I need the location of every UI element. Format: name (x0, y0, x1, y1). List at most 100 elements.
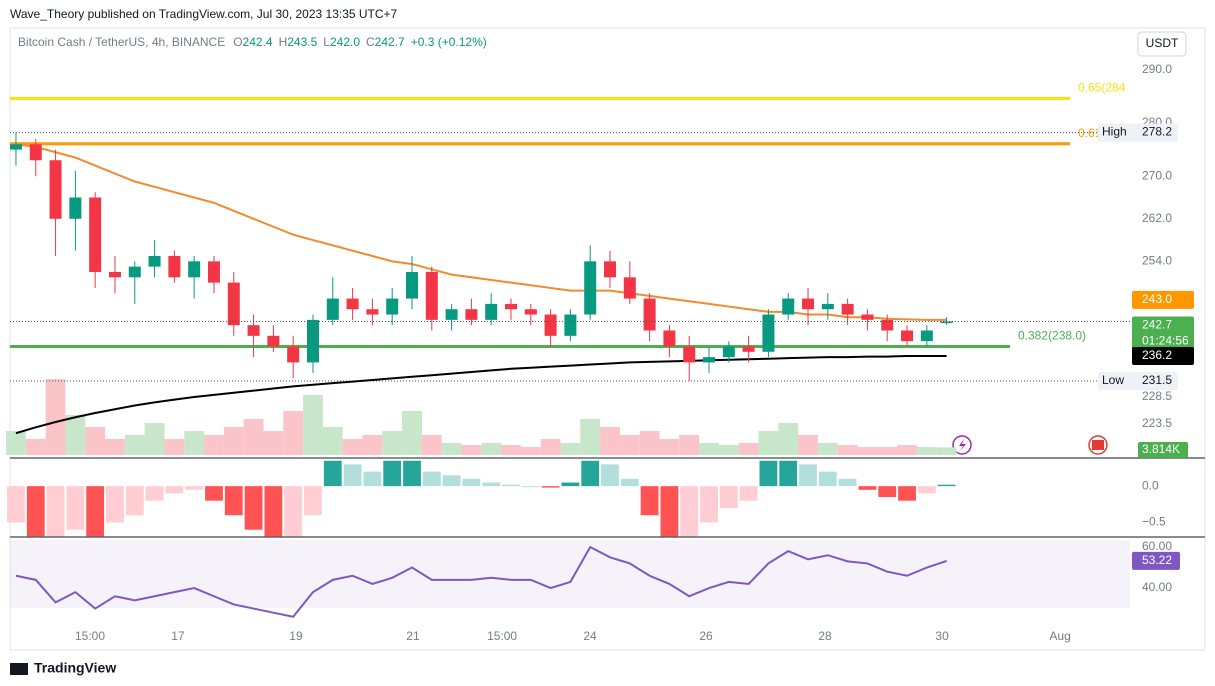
macd-bar (858, 486, 877, 490)
legend: Bitcoin Cash / TetherUS, 4h, BINANCE O242… (18, 35, 487, 49)
candle-body (920, 330, 933, 342)
candle-body (683, 346, 696, 363)
macd-bar (898, 486, 916, 501)
candle-body (901, 330, 914, 342)
price-tag-countdown: 01:24:56 (1142, 334, 1189, 348)
candle-body (802, 298, 815, 310)
macd-bar (937, 484, 956, 487)
macd-bar (818, 471, 837, 487)
macd-bar (620, 478, 639, 487)
volume-bar (481, 443, 502, 455)
legend-key: O (233, 35, 242, 49)
macd-bar (244, 486, 263, 530)
macd-bar (422, 471, 441, 487)
candle-body (742, 346, 755, 352)
candle-body (69, 197, 82, 219)
macd-bar (442, 475, 461, 487)
candle-body (465, 309, 478, 320)
candle-body (49, 160, 62, 219)
candle-body (564, 314, 577, 336)
candle-body (722, 346, 735, 358)
macd-bar (799, 464, 817, 487)
volume-bar (501, 445, 521, 455)
volume-bar (540, 439, 561, 455)
y-tick-label: 60.00 (1142, 539, 1172, 553)
candle-body (207, 261, 220, 283)
macd-bar (145, 486, 164, 501)
macd-bar (7, 486, 25, 523)
volume-bar (342, 439, 363, 455)
volume-bar (85, 427, 106, 455)
candle-body (485, 303, 498, 320)
macd-bar (759, 460, 778, 487)
volume-bar (144, 423, 165, 455)
volume-bar (778, 423, 799, 455)
candle-body (703, 357, 716, 363)
rsi-line (15, 545, 947, 618)
extreme-value: 278.2 (1142, 125, 1172, 139)
candle-body (544, 314, 557, 336)
candle-body (227, 282, 240, 326)
legend-value: 242.7 (375, 35, 405, 49)
candle-body (940, 321, 953, 324)
candle-body (861, 314, 874, 320)
macd-bar (363, 471, 382, 487)
x-tick-label: 15:00 (75, 629, 105, 643)
macd-bar (700, 486, 718, 523)
moving-average (15, 355, 947, 435)
macd-bar (205, 486, 223, 501)
macd-bar (482, 482, 501, 487)
volume-bar (798, 435, 818, 455)
volume-bar (25, 439, 46, 455)
candle-body (108, 271, 121, 278)
macd-bar (383, 460, 402, 487)
volume-bar (124, 435, 145, 455)
volume-bar (679, 435, 700, 455)
currency-button[interactable] (1137, 31, 1187, 57)
macd-bar (304, 486, 322, 516)
macd-bar (640, 486, 659, 516)
volume-bar (303, 395, 323, 455)
volume-bar (837, 445, 858, 455)
candle-body (128, 266, 141, 278)
volume-bar (580, 419, 601, 455)
y-tick-label: 262.0 (1142, 211, 1172, 225)
macd-bar (46, 486, 65, 537)
price-tag-label: 242.7 (1142, 318, 1172, 332)
price-tag-label: 243.0 (1142, 292, 1172, 306)
legend-key: L (323, 35, 330, 49)
volume-bar (263, 431, 284, 455)
currency-label[interactable]: USDT (1146, 36, 1179, 50)
candle-body (346, 298, 359, 310)
volume-bar (520, 447, 541, 455)
volume-bar (619, 435, 640, 455)
x-tick-label: 24 (583, 629, 597, 643)
volume-bar (105, 439, 125, 455)
volume-bar (699, 443, 719, 455)
y-tick-label: 270.0 (1142, 168, 1172, 182)
volume-bar (718, 445, 739, 455)
candle-body (445, 309, 458, 320)
volume-bar (362, 435, 383, 455)
candle-body (405, 271, 418, 299)
candle-body (524, 309, 537, 315)
y-tick-label: 223.5 (1142, 416, 1172, 430)
candle-body (782, 298, 795, 315)
macd-bar (779, 460, 798, 487)
volume-bar (223, 427, 244, 455)
y-tick-label: −0.5 (1142, 515, 1166, 529)
volume-bar (817, 443, 838, 455)
volume-bar (916, 447, 937, 455)
volume-bar (877, 447, 898, 455)
chart-frame (9, 27, 1206, 651)
volume-bar (897, 445, 917, 455)
candle-body (287, 346, 300, 363)
volume-bar (164, 439, 185, 455)
volume-bar (322, 427, 343, 455)
candle-body (89, 197, 102, 272)
macd-bar (284, 486, 303, 537)
candle-body (604, 261, 617, 278)
macd-bar (403, 460, 421, 487)
x-tick-label: 15:00 (487, 629, 517, 643)
macd-bar (521, 486, 540, 488)
